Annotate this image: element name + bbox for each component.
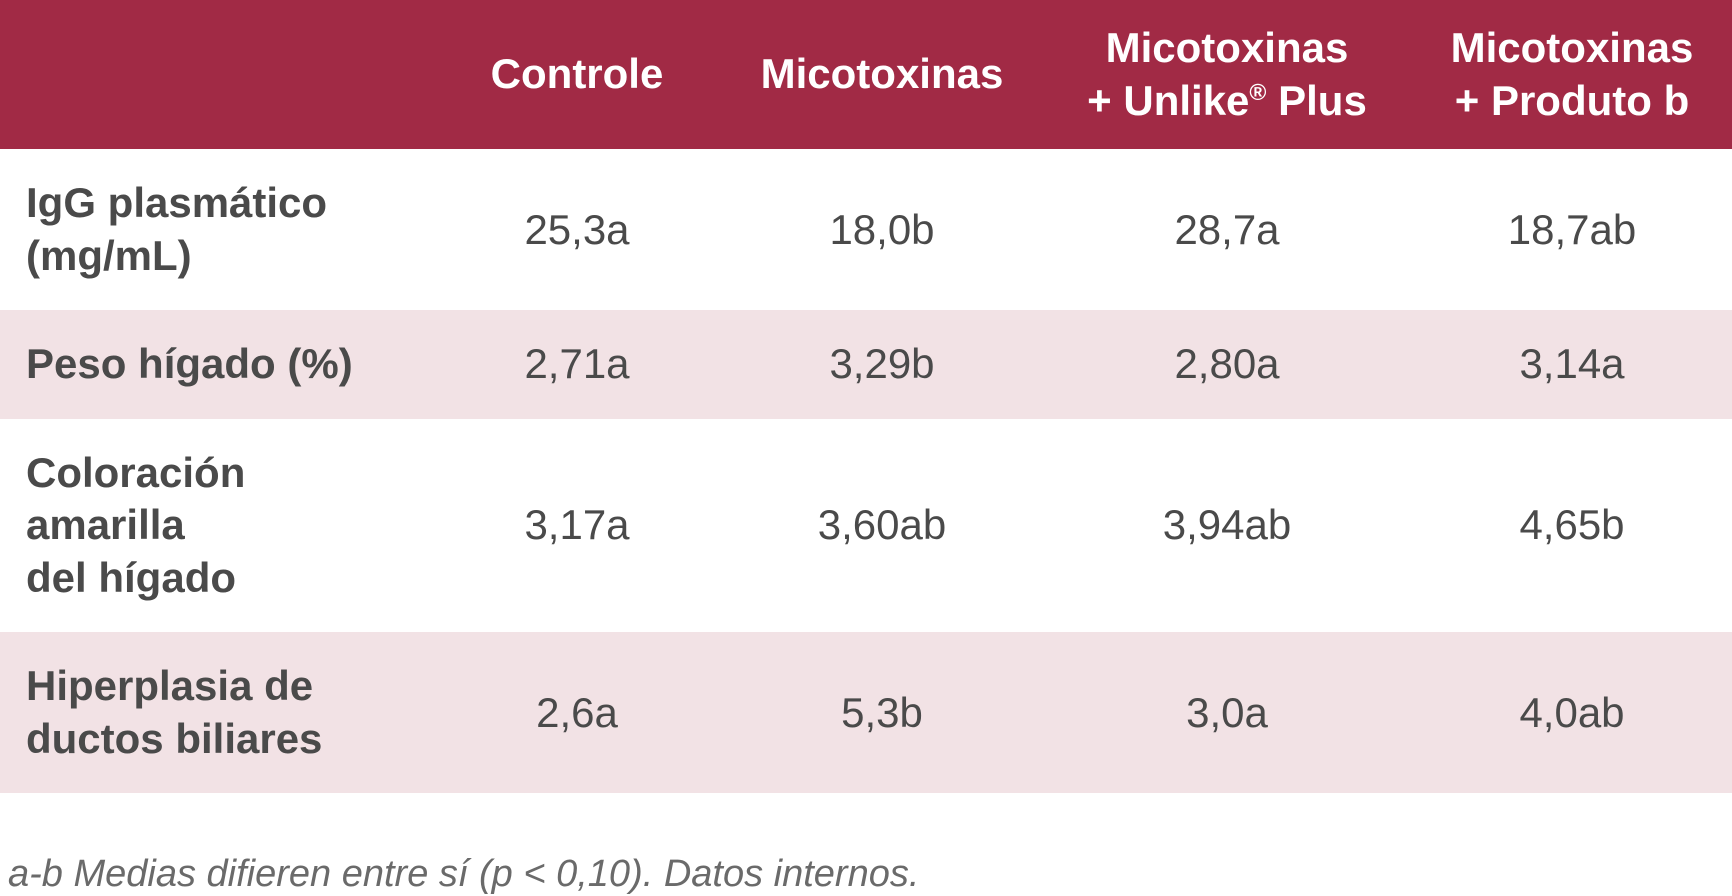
table-cell: 3,29b	[722, 310, 1042, 419]
table-cell: 3,0a	[1042, 632, 1412, 793]
col-header: Micotoxinas+ Produto b	[1412, 0, 1732, 149]
row-label: Coloración amarilladel hígado	[0, 419, 432, 633]
table-cell: 4,0ab	[1412, 632, 1732, 793]
col-header-blank	[0, 0, 432, 149]
table-row: Hiperplasia deductos biliares2,6a5,3b3,0…	[0, 632, 1732, 793]
table-cell: 5,3b	[722, 632, 1042, 793]
table-cell: 3,60ab	[722, 419, 1042, 633]
table-cell: 2,80a	[1042, 310, 1412, 419]
table-cell: 4,65b	[1412, 419, 1732, 633]
col-header: Micotoxinas	[722, 0, 1042, 149]
table-cell: 28,7a	[1042, 149, 1412, 310]
table-header-row: ControleMicotoxinasMicotoxinas+ Unlike® …	[0, 0, 1732, 149]
col-header: Controle	[432, 0, 722, 149]
table-cell: 3,17a	[432, 419, 722, 633]
table-body: IgG plasmático(mg/mL)25,3a18,0b28,7a18,7…	[0, 149, 1732, 793]
table-cell: 3,14a	[1412, 310, 1732, 419]
table-cell: 2,6a	[432, 632, 722, 793]
table-container: ControleMicotoxinasMicotoxinas+ Unlike® …	[0, 0, 1732, 896]
table-row: IgG plasmático(mg/mL)25,3a18,0b28,7a18,7…	[0, 149, 1732, 310]
table-cell: 18,7ab	[1412, 149, 1732, 310]
table-cell: 25,3a	[432, 149, 722, 310]
table-cell: 18,0b	[722, 149, 1042, 310]
row-label: Peso hígado (%)	[0, 310, 432, 419]
col-header: Micotoxinas+ Unlike® Plus	[1042, 0, 1412, 149]
row-label: IgG plasmático(mg/mL)	[0, 149, 432, 310]
table-cell: 2,71a	[432, 310, 722, 419]
table-footnote: a-b Medias difieren entre sí (p < 0,10).…	[0, 793, 1732, 896]
row-label: Hiperplasia deductos biliares	[0, 632, 432, 793]
table-cell: 3,94ab	[1042, 419, 1412, 633]
table-row: Coloración amarilladel hígado3,17a3,60ab…	[0, 419, 1732, 633]
data-table: ControleMicotoxinasMicotoxinas+ Unlike® …	[0, 0, 1732, 793]
table-row: Peso hígado (%)2,71a3,29b2,80a3,14a	[0, 310, 1732, 419]
